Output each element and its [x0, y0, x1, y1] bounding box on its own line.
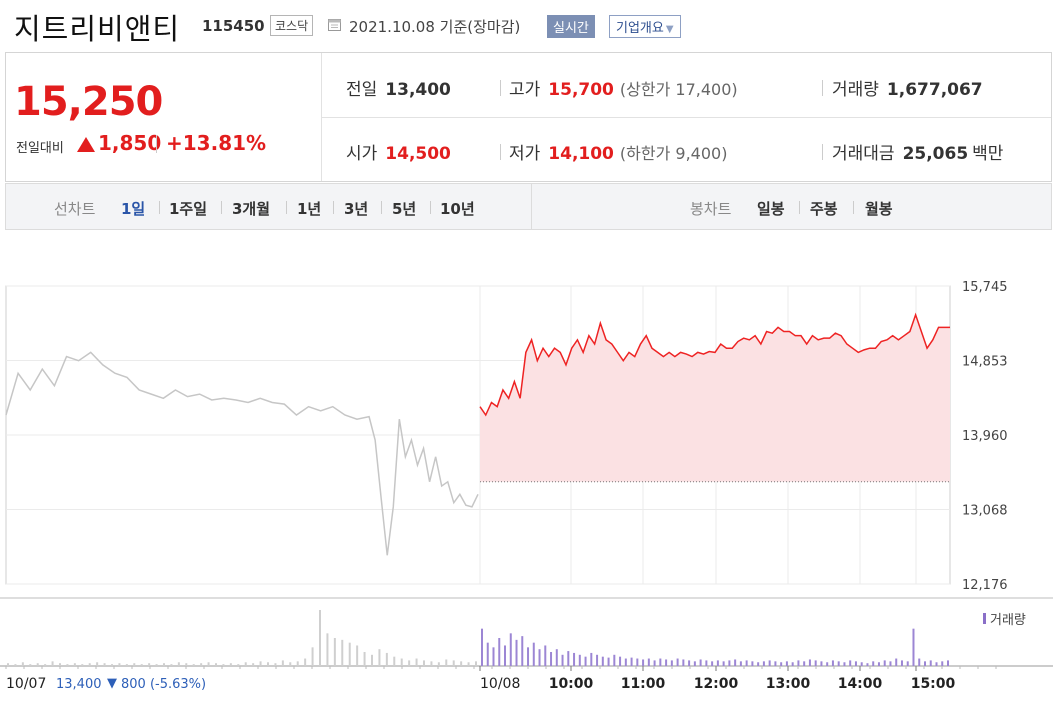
x-tick-label: 15:00: [911, 676, 956, 692]
x-tick-label: 13:00: [766, 676, 811, 692]
prev-day-line: [5, 351, 479, 556]
line-chart-label: 선차트: [54, 200, 96, 218]
low-price: 저가 14,100 (하한가 9,400): [509, 144, 728, 164]
prev-close: 전일 13,400: [346, 80, 451, 100]
price-chart-svg: 15,745 14,853 13,960 13,068 12,176 거래량 10/08 10…: [0, 280, 1053, 692]
today-area: [480, 314, 950, 482]
tab-3m[interactable]: 3개월: [232, 200, 271, 218]
calendar-icon: [328, 19, 341, 31]
tab-weekly-candle[interactable]: 주봉: [810, 200, 838, 218]
open-price: 시가 14,500: [346, 144, 451, 164]
up-triangle-icon: [77, 137, 95, 152]
tab-1d[interactable]: 1일: [121, 200, 146, 218]
today-line: [479, 312, 950, 417]
stock-header: 지트리비앤티 115450 코스닥 2021.10.08 기준(장마감) 실시간…: [0, 0, 1053, 52]
volume-legend-swatch: [983, 613, 986, 624]
prev-day-close: 13,400: [56, 677, 102, 692]
tab-1y[interactable]: 1년: [297, 200, 322, 218]
x-tick-label: 12:00: [694, 676, 739, 692]
x-tick-label: 10/08: [480, 676, 520, 692]
price-change-pct: +13.81%: [166, 131, 267, 155]
corp-overview-button[interactable]: 기업개요 ▼: [609, 15, 681, 38]
prev-day-change: 800 (-5.63%): [121, 677, 206, 692]
current-price: 15,250: [14, 79, 163, 125]
current-price-box: 15,250 전일대비 1,850 +13.81%: [6, 53, 322, 181]
y-tick-label: 13,068: [962, 504, 1008, 519]
price-summary: 15,250 전일대비 1,850 +13.81% 전일 13,400 고가 15,…: [5, 52, 1052, 182]
compare-label: 전일대비: [16, 141, 64, 156]
trade-amount: 거래대금 25,065 백만: [832, 144, 1004, 164]
x-tick-label: 14:00: [838, 676, 883, 692]
tab-10y[interactable]: 10년: [440, 200, 475, 218]
tab-1w[interactable]: 1주일: [169, 200, 208, 218]
y-tick-label: 15,745: [962, 280, 1008, 295]
x-tick-label: 10:00: [549, 676, 594, 692]
x-tick-label: 11:00: [621, 676, 666, 692]
chart-tab-bar: 선차트 1일 1주일 3개월 1년 3년 5년 10년 봉차트 일봉 주봉 월봉: [5, 183, 1052, 230]
y-tick-label: 12,176: [962, 578, 1008, 593]
price-change: 1,850: [98, 131, 162, 155]
y-tick-label: 13,960: [962, 429, 1008, 444]
high-price: 고가 15,700 (상한가 17,400): [509, 80, 738, 100]
chevron-down-icon: ▼: [665, 24, 674, 35]
realtime-button[interactable]: 실시간: [547, 15, 595, 38]
tab-daily-candle[interactable]: 일봉: [757, 200, 785, 218]
stock-code: 115450: [202, 17, 265, 35]
y-tick-label: 14,853: [962, 354, 1008, 369]
quote-date: 2021.10.08 기준(장마감): [349, 18, 521, 36]
prev-day-date: 10/07: [6, 676, 46, 692]
tab-monthly-candle[interactable]: 월봉: [865, 200, 893, 218]
tab-3y[interactable]: 3년: [344, 200, 369, 218]
volume: 거래량 1,677,067: [832, 80, 983, 100]
tab-5y[interactable]: 5년: [392, 200, 417, 218]
candle-chart-label: 봉차트: [690, 200, 732, 218]
market-badge: 코스닥: [270, 15, 314, 36]
stock-name: 지트리비앤티: [14, 12, 181, 46]
down-triangle-icon: ▼: [107, 676, 117, 691]
volume-legend-label: 거래량: [990, 613, 1026, 628]
price-chart: 15,745 14,853 13,960 13,068 12,176 거래량 10/08 10…: [0, 240, 1053, 710]
